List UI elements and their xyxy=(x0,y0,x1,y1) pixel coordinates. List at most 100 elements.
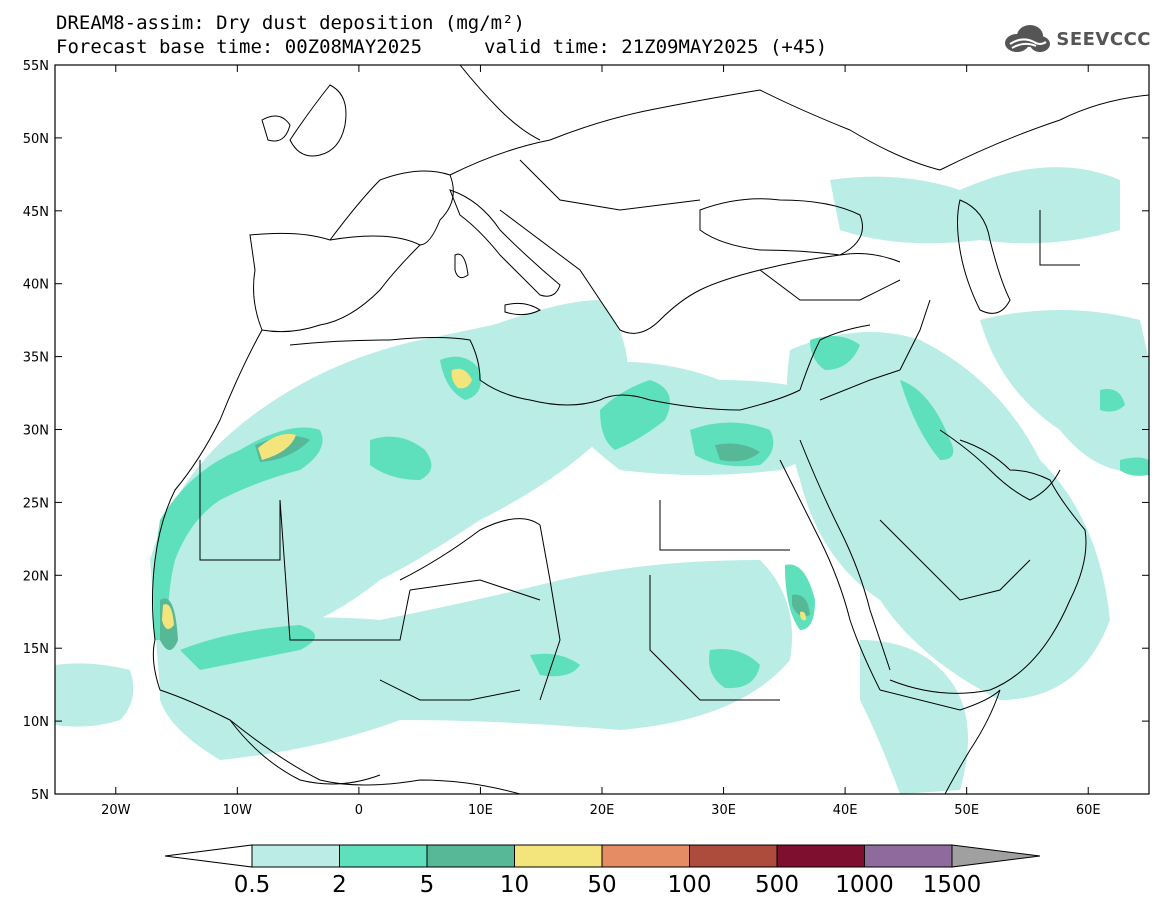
dust-area-west-sahara xyxy=(150,300,628,690)
border-algeria-mali xyxy=(399,518,541,581)
lat-tick-label: 25N xyxy=(23,496,49,511)
dust-patch-chad xyxy=(530,653,580,677)
lon-tick-label: 20W xyxy=(101,803,131,818)
lat-tick-label: 50N xyxy=(23,132,49,147)
colorbar-label: 2 xyxy=(332,872,347,898)
dust-patch-central-algeria xyxy=(370,436,432,480)
dust-patch-iran-east xyxy=(1100,389,1125,412)
dust-area-sahel xyxy=(160,560,792,760)
coastline-arabia xyxy=(889,439,1087,694)
lat-tick-label: 5N xyxy=(31,788,49,803)
lat-tick-label: 40N xyxy=(23,278,49,293)
lon-tick-label: 60E xyxy=(1076,803,1101,818)
colorbar-segment xyxy=(776,844,865,868)
colorbar-segment xyxy=(339,844,428,868)
border-iran-iraq xyxy=(899,299,931,371)
lat-tick-label: 10N xyxy=(23,715,49,730)
lon-tick-label: 0 xyxy=(355,803,363,818)
lon-tick-label: 10E xyxy=(468,803,493,818)
border-europe-north xyxy=(449,89,761,176)
coastline-horn-of-africa xyxy=(879,689,1001,794)
coastline-france xyxy=(329,170,454,246)
dust-max-senegal xyxy=(162,604,174,629)
dust-patch-libya xyxy=(600,380,670,450)
lat-tick-label: 30N xyxy=(23,424,49,439)
coastline-caspian xyxy=(957,199,1011,314)
border-nigeria xyxy=(379,679,521,701)
lon-tick-label: 10W xyxy=(223,803,253,818)
border-scandinavia xyxy=(459,65,541,141)
colorbar-label: 1500 xyxy=(923,872,982,898)
coastline-sicily xyxy=(504,302,541,316)
dust-band-morocco-coast xyxy=(153,427,323,640)
border-russia xyxy=(759,89,1149,171)
colorbar-segment xyxy=(601,844,690,868)
coastline-maghreb xyxy=(289,337,801,411)
dust-area-caspian xyxy=(830,167,1120,244)
coastline-levant xyxy=(799,324,871,391)
border-chad xyxy=(539,524,561,701)
colorbar-segment xyxy=(514,844,603,868)
border-central-europe xyxy=(519,159,701,211)
colorbar: 0.5 2 5 10 50 100 500 1000 1500 xyxy=(164,844,1041,898)
map-title: DREAM8-assim: Dry dust deposition (mg/m²… xyxy=(56,12,525,34)
lat-tick-label: 20N xyxy=(23,569,49,584)
colorbar-label: 0.5 xyxy=(234,872,271,898)
dust-max-tunisia xyxy=(451,368,472,389)
colorbar-low-extend xyxy=(164,844,253,868)
dust-area-iran xyxy=(980,310,1149,472)
dust-patch-iraq xyxy=(900,380,954,460)
dust-patch-sahel-west xyxy=(180,625,315,670)
colorbar-label: 100 xyxy=(668,872,712,898)
border-mauritania xyxy=(199,460,281,561)
coastline-sardinia xyxy=(454,253,469,279)
dust-core-egypt xyxy=(715,443,760,462)
dust-deposition-field xyxy=(55,65,1149,794)
dust-max-red-sea xyxy=(800,611,806,621)
border-saudi-arabia xyxy=(879,519,1031,601)
forecast-base-time: Forecast base time: 00Z08MAY2025 xyxy=(56,36,423,58)
dust-patch-sudan xyxy=(709,649,760,689)
border-niger xyxy=(409,579,541,601)
coastlines-borders xyxy=(152,65,1149,794)
coastline-black-sea xyxy=(699,198,863,256)
lon-tick-label: 30E xyxy=(711,803,736,818)
coastline-uk xyxy=(289,84,347,157)
logo-text: SEEVCCC xyxy=(1056,28,1151,50)
border-turkey xyxy=(759,269,901,301)
lat-tick-label: 15N xyxy=(23,642,49,657)
colorbar-label: 10 xyxy=(500,872,529,898)
coastline-red-sea-east xyxy=(799,439,891,671)
lat-tick-label: 45N xyxy=(23,205,49,220)
colorbar-label: 50 xyxy=(587,872,616,898)
coastline-persian-gulf xyxy=(939,429,1061,501)
border-central-asia xyxy=(1039,210,1080,266)
longitude-axis: 20W 10W 0 10E 20E 30E 40E 50E 60E xyxy=(101,65,1101,818)
colorbar-label: 500 xyxy=(755,872,799,898)
dust-max-morocco xyxy=(258,433,296,460)
latitude-axis: 55N 50N 45N 40N 35N 30N 25N 20N 15N 10N 5N xyxy=(23,59,1149,803)
colorbar-segment xyxy=(426,844,515,868)
cloud-icon xyxy=(1005,25,1051,52)
dust-patch-syria xyxy=(810,336,860,370)
dust-area-mediterranean xyxy=(480,300,607,364)
coastline-gulf-of-guinea xyxy=(229,719,381,785)
lon-tick-label: 50E xyxy=(954,803,979,818)
coastline-balkans xyxy=(499,209,901,334)
seevccc-logo: SEEVCCC xyxy=(1002,24,1151,54)
border-iraq-syria xyxy=(819,369,901,401)
dust-area-east-africa xyxy=(860,640,968,794)
lon-tick-label: 20E xyxy=(590,803,615,818)
colorbar-segment xyxy=(251,844,340,868)
lat-tick-label: 35N xyxy=(23,351,49,366)
colorbar-high-extend xyxy=(951,844,1041,868)
border-sudan xyxy=(649,575,780,701)
border-libya-sudan xyxy=(659,500,790,551)
coastline-italy xyxy=(449,189,561,297)
coastline-ireland xyxy=(261,115,291,142)
coastline-north-africa xyxy=(152,329,521,794)
lat-tick-label: 55N xyxy=(23,59,49,74)
coastline-red-sea-west xyxy=(779,459,881,691)
dust-area-atlantic xyxy=(55,663,134,727)
dust-area-arabia xyxy=(786,332,1110,700)
